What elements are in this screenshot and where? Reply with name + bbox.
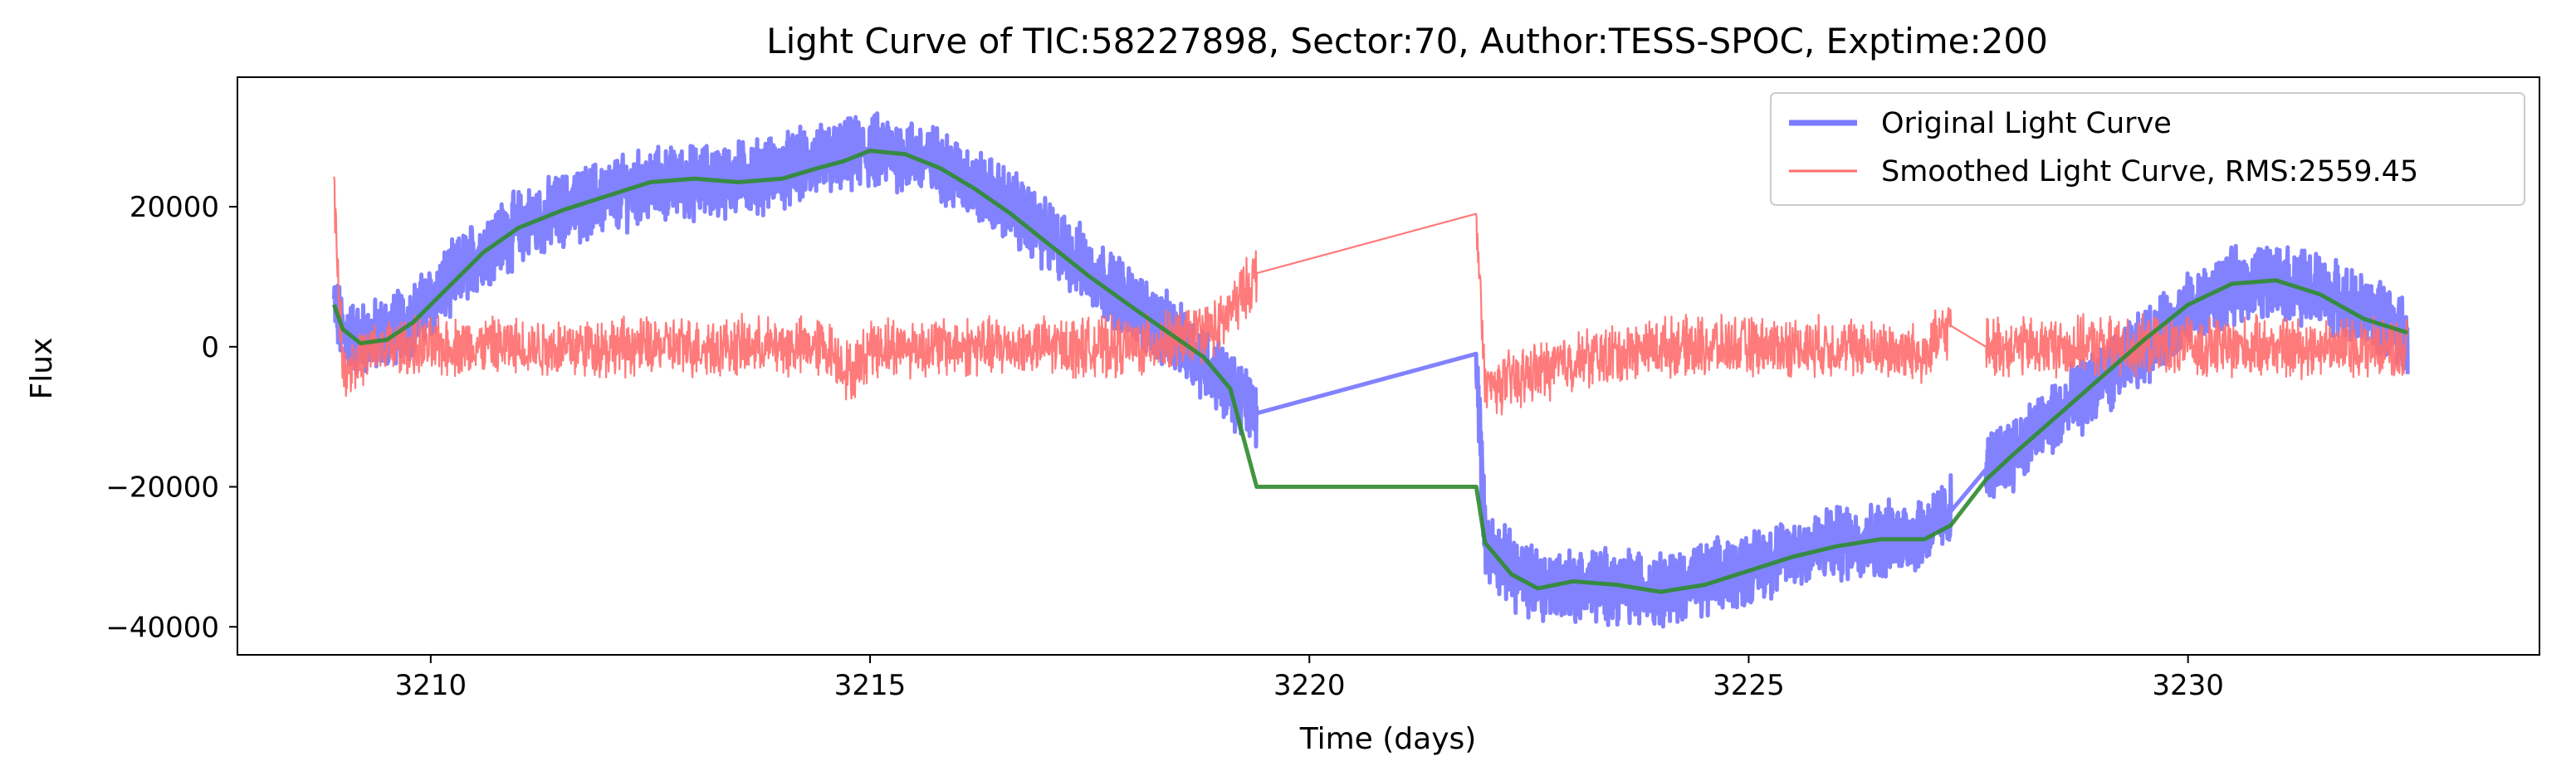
series-layer — [331, 111, 2410, 629]
legend-box — [1770, 92, 2525, 206]
y-axis-label: Flux — [25, 338, 59, 400]
legend-label-smoothed: Smoothed Light Curve, RMS:2559.45 — [1881, 155, 2418, 188]
plot-area-frame — [237, 76, 2540, 656]
series-smoothed-light-curve — [333, 176, 2409, 416]
y-tick-label: −40000 — [105, 611, 219, 644]
x-axis-label: Time (days) — [1299, 722, 1477, 756]
legend: Original Light Curve Smoothed Light Curv… — [1770, 92, 2525, 206]
y-axis: −40000 −20000 0 20000 — [105, 191, 237, 644]
x-tick-label: 3210 — [395, 669, 467, 702]
legend-label-original: Original Light Curve — [1881, 107, 2172, 140]
chart-title: Light Curve of TIC:58227898, Sector:70, … — [766, 21, 2048, 61]
x-tick-label: 3230 — [2152, 669, 2224, 702]
x-tick-label: 3225 — [1713, 669, 1785, 702]
series-original-light-curve — [331, 111, 2410, 629]
x-tick-label: 3215 — [834, 669, 907, 702]
y-tick-label: 20000 — [130, 191, 219, 224]
series-trend-line — [332, 149, 2408, 594]
x-axis: 3210 3215 3220 3225 3230 — [395, 655, 2224, 702]
x-tick-label: 3220 — [1273, 669, 1346, 702]
y-tick-label: −20000 — [105, 471, 219, 505]
y-tick-label: 0 — [201, 331, 219, 364]
